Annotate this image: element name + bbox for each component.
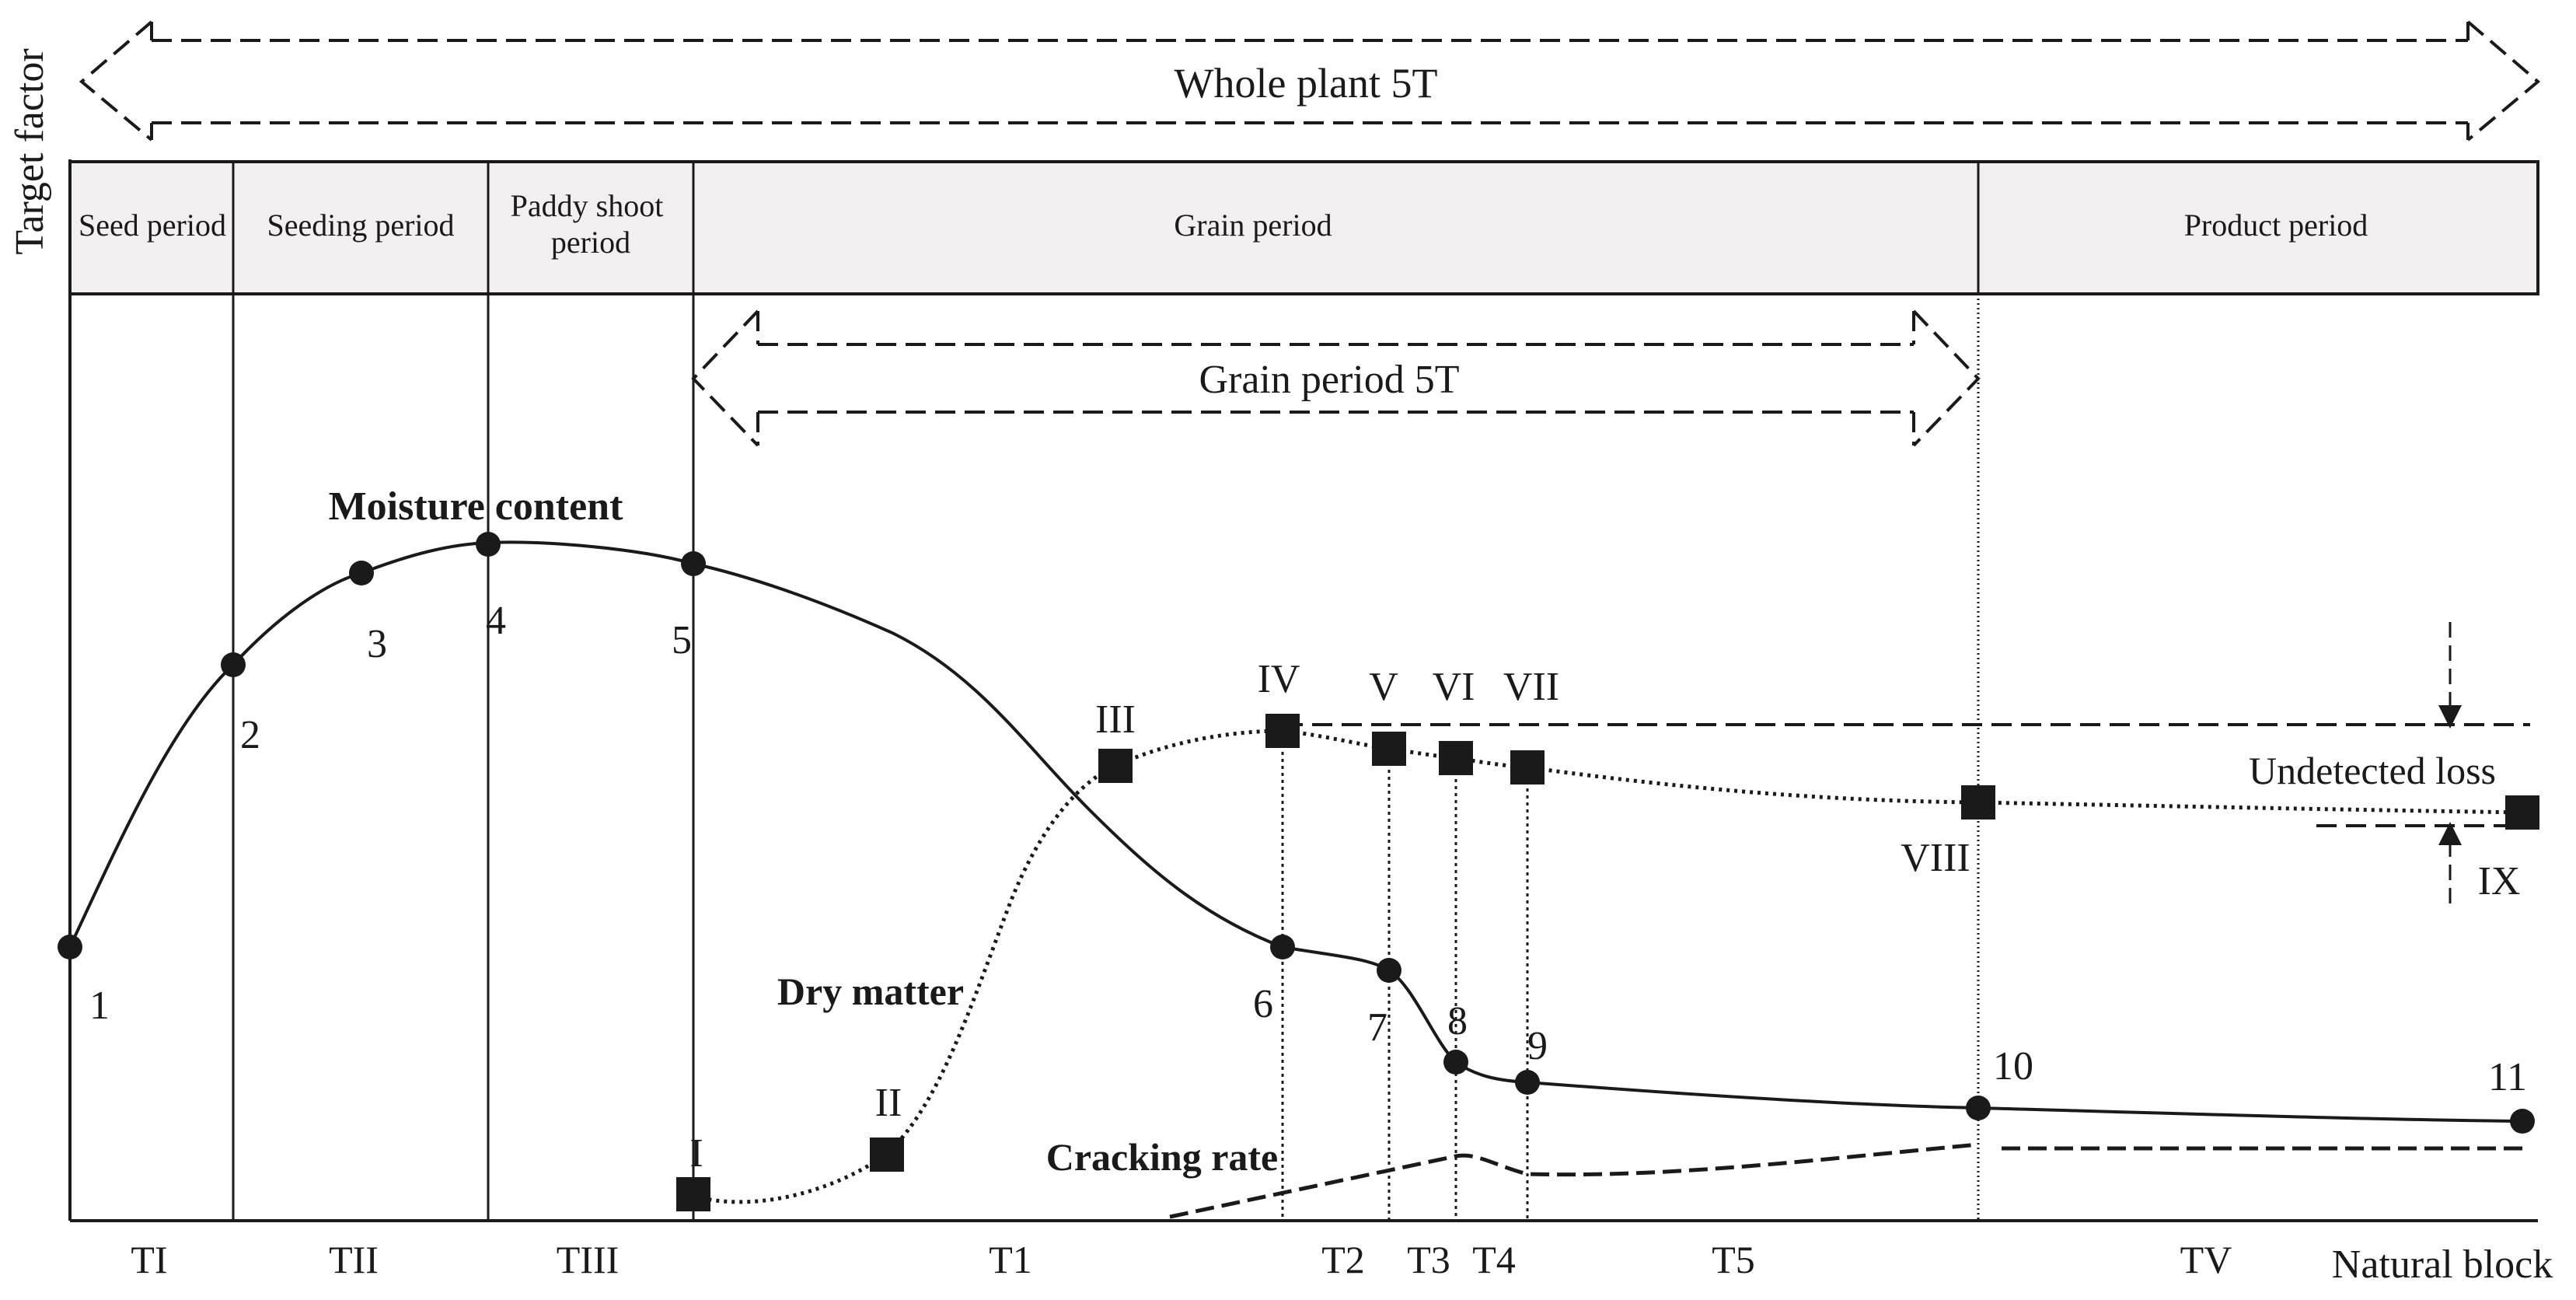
dry-matter-label-iv: IV [1258, 657, 1300, 701]
dry-matter-point-ii [870, 1138, 904, 1172]
period-band: Seed period Seeding period Paddy shoot p… [68, 160, 2539, 1221]
stage-t5: T5 [1712, 1238, 1755, 1281]
moisture-label-8: 8 [1447, 999, 1468, 1043]
period-paddy-shoot-line-2: period [551, 225, 630, 260]
cracking-curve [1169, 1142, 1979, 1219]
moisture-content-label: Moisture content [329, 484, 624, 529]
moisture-point-2 [221, 652, 246, 677]
undetected-loss-label: Undetected loss [2249, 749, 2496, 792]
moisture-point-5 [681, 551, 706, 576]
moisture-label-2: 2 [240, 713, 260, 757]
moisture-point-6 [1270, 935, 1295, 959]
dry-matter-point-i [676, 1177, 710, 1211]
period-seed: Seed period [79, 208, 226, 243]
dry-matter-point-vii [1510, 750, 1545, 785]
moisture-point-10 [1966, 1096, 1991, 1120]
moisture-curve [68, 540, 2523, 1123]
moisture-point-7 [1377, 958, 1401, 983]
grain-period-5t-label: Grain period 5T [1199, 358, 1459, 402]
moisture-label-4: 4 [486, 599, 506, 643]
dry-matter-label-v: V [1369, 665, 1398, 709]
moisture-point-4 [476, 532, 501, 557]
y-axis-label: Target factor [8, 48, 52, 254]
moisture-point-9 [1515, 1070, 1540, 1095]
dry-matter-label-vii: VII [1503, 665, 1559, 709]
moisture-point-labels: 1 2 3 4 5 6 7 8 9 10 11 [89, 599, 2527, 1099]
moisture-label-7: 7 [1367, 1005, 1387, 1050]
dry-matter-point-iv [1265, 714, 1300, 748]
moisture-label-6: 6 [1253, 982, 1273, 1026]
dry-matter-point-labels: I II III IV V VI VII VIII [689, 657, 1970, 1176]
moisture-point-3 [349, 561, 374, 585]
stage-t3: T3 [1407, 1238, 1450, 1281]
dry-matter-label-ii: II [875, 1081, 902, 1125]
moisture-point-11 [2510, 1109, 2535, 1134]
stage-labels: TI TII TIII T1 T2 T3 T4 T5 TV [131, 1238, 2232, 1281]
dry-matter-points [676, 714, 2539, 1211]
loss-marker-ix: IX [2478, 859, 2521, 903]
dry-matter-point-v [1372, 732, 1406, 766]
dry-matter-label-iii: III [1095, 697, 1136, 742]
grain-period-arrow [691, 309, 1981, 447]
moisture-point-1 [58, 935, 82, 959]
dry-matter-label-vi: VI [1433, 665, 1475, 709]
x-axis-label: Natural block [2332, 1242, 2553, 1287]
cracking-rate-label: Cracking rate [1046, 1135, 1279, 1179]
period-paddy-shoot: Paddy shoot period [511, 188, 672, 260]
whole-plant-arrow [79, 20, 2541, 142]
dry-matter-label-i: I [689, 1131, 703, 1176]
stage-t1: T1 [989, 1238, 1032, 1281]
stage-t4: T4 [1472, 1238, 1516, 1281]
moisture-label-10: 10 [1993, 1044, 2033, 1089]
dry-matter-point-vi [1439, 741, 1473, 775]
dry-matter-label: Dry matter [777, 970, 964, 1013]
period-grain: Grain period [1174, 208, 1332, 243]
period-product: Product period [2184, 208, 2368, 243]
moisture-points [58, 532, 2535, 1134]
period-seeding: Seeding period [267, 208, 454, 243]
stage-dividers [1281, 731, 1529, 1221]
stage-t2: T2 [1321, 1238, 1365, 1281]
dry-matter-point-end [2505, 795, 2539, 830]
dry-matter-point-viii [1961, 785, 1995, 819]
period-paddy-shoot-line-1: Paddy shoot [511, 188, 664, 223]
moisture-label-1: 1 [89, 984, 110, 1028]
moisture-label-9: 9 [1527, 1024, 1548, 1068]
moisture-label-11: 11 [2488, 1055, 2527, 1099]
axes [68, 159, 2538, 1222]
dry-matter-label-viii: VIII [1901, 836, 1970, 880]
moisture-label-5: 5 [672, 618, 692, 662]
moisture-label-3: 3 [367, 622, 387, 666]
dry-matter-curve [693, 729, 2523, 1204]
stage-tv: TV [2180, 1238, 2232, 1281]
stage-tiii: TIII [557, 1238, 620, 1281]
whole-plant-label: Whole plant 5T [1175, 60, 1438, 107]
stage-tii: TII [329, 1238, 379, 1281]
dry-matter-point-iii [1098, 749, 1133, 783]
moisture-point-8 [1443, 1050, 1468, 1075]
stage-ti: TI [131, 1238, 167, 1281]
